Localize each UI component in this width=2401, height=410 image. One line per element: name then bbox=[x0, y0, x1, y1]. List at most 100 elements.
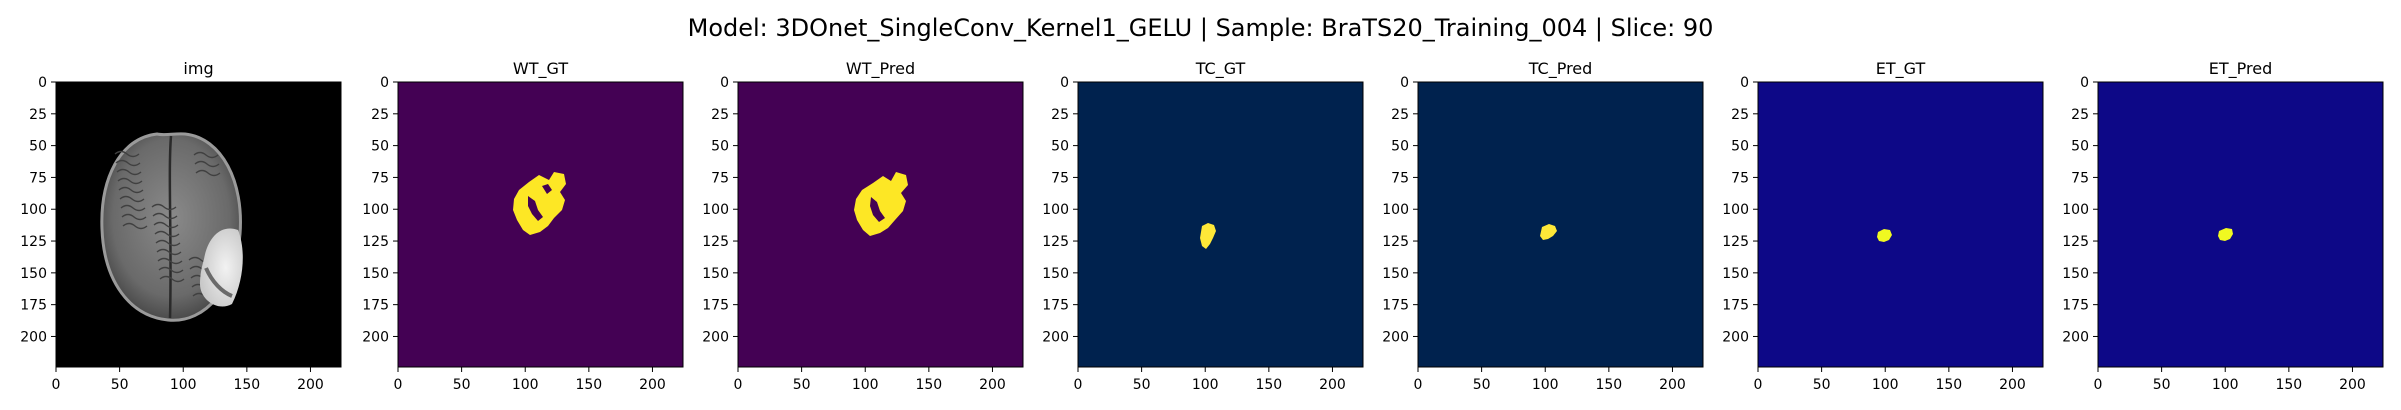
x-tick-label: 50 bbox=[111, 377, 129, 393]
x-tick-label: 200 bbox=[1319, 377, 1346, 393]
y-tick-label: 125 bbox=[362, 234, 389, 250]
brain-gyrus bbox=[122, 222, 148, 230]
y-tick-label: 25 bbox=[371, 107, 389, 123]
y-tick-label: 100 bbox=[1722, 202, 1749, 218]
x-tick-label: 50 bbox=[453, 377, 471, 393]
y-tick-label: 100 bbox=[2062, 202, 2089, 218]
x-tick-label: 150 bbox=[1935, 377, 1962, 393]
x-tick-label: 50 bbox=[1133, 377, 1151, 393]
panel-title: ET_Pred bbox=[2208, 59, 2273, 78]
y-tick-label: 125 bbox=[1042, 234, 1069, 250]
image-content bbox=[1078, 82, 1363, 367]
y-tick-label: 25 bbox=[1731, 107, 1749, 123]
brain-gyrus bbox=[121, 213, 147, 221]
y-tick-label: 25 bbox=[711, 107, 729, 123]
brain-gyrus bbox=[193, 151, 219, 159]
lesion-edge bbox=[204, 267, 233, 298]
mask-region bbox=[513, 172, 566, 235]
x-tick-label: 0 bbox=[1754, 377, 1763, 393]
y-tick-label: 50 bbox=[29, 139, 47, 155]
y-tick-label: 175 bbox=[1382, 298, 1409, 314]
y-tick-label: 0 bbox=[1740, 75, 1749, 91]
x-tick-label: 200 bbox=[1659, 377, 1686, 393]
image-content bbox=[1418, 82, 1703, 367]
y-tick-label: 125 bbox=[1382, 234, 1409, 250]
panel-wt-gt: WT_GT 0 25 50 75 100 125 150 175 200 0 50 100 150 200 bbox=[342, 54, 684, 394]
y-tick-label: 25 bbox=[1051, 107, 1069, 123]
mask-hole bbox=[542, 184, 552, 194]
brain-gyrus bbox=[118, 186, 144, 194]
y-tick-label: 50 bbox=[1391, 139, 1409, 155]
brain-gyrus bbox=[153, 221, 179, 229]
y-tick-label: 75 bbox=[1051, 170, 1069, 186]
y-tick-label: 150 bbox=[1382, 266, 1409, 282]
y-tick-label: 150 bbox=[1722, 266, 1749, 282]
axes-frame bbox=[737, 81, 1024, 368]
y-tick-label: 200 bbox=[1722, 329, 1749, 345]
image-content bbox=[56, 82, 341, 367]
x-tick-label: 100 bbox=[852, 377, 879, 393]
axes-frame bbox=[2097, 81, 2384, 368]
x-tick-label: 50 bbox=[1473, 377, 1491, 393]
axes-frame bbox=[1757, 81, 2044, 368]
panel-et-pred: ET_Pred 0 25 50 75 100 125 150 175 200 0 50 100 150 2… bbox=[2042, 54, 2384, 394]
y-tick-label: 150 bbox=[2062, 266, 2089, 282]
y-tick-label: 0 bbox=[2080, 75, 2089, 91]
x-tick-label: 0 bbox=[734, 377, 743, 393]
y-tick-label: 50 bbox=[711, 139, 729, 155]
x-tick-label: 150 bbox=[575, 377, 602, 393]
y-tick-label: 200 bbox=[362, 329, 389, 345]
y-tick-label: 50 bbox=[371, 139, 389, 155]
y-tick-label: 175 bbox=[702, 298, 729, 314]
y-tick-label: 75 bbox=[29, 170, 47, 186]
brain-gyrus bbox=[155, 239, 181, 247]
panel-et-gt: ET_GT 0 25 50 75 100 125 150 175 200 0 50 100 150 200 bbox=[1702, 54, 2044, 394]
image-content bbox=[1758, 82, 2043, 367]
brain-gyrus bbox=[116, 168, 142, 176]
x-tick-label: 150 bbox=[2275, 377, 2302, 393]
image-background bbox=[2098, 82, 2383, 367]
mask-region bbox=[1540, 224, 1557, 240]
image-content bbox=[738, 82, 1023, 367]
axes-et-gt: 0 25 50 75 100 125 150 175 200 0 50 100 150 200 bbox=[1722, 75, 2044, 393]
y-tick-label: 150 bbox=[702, 266, 729, 282]
axes-et-pred: 0 25 50 75 100 125 150 175 200 0 50 100 150 200 bbox=[2062, 75, 2384, 393]
y-tick-label: 150 bbox=[362, 266, 389, 282]
y-tick-label: 0 bbox=[380, 75, 389, 91]
y-tick-label: 175 bbox=[1042, 298, 1069, 314]
y-tick-label: 75 bbox=[711, 170, 729, 186]
x-tick-label: 200 bbox=[979, 377, 1006, 393]
x-tick-label: 0 bbox=[52, 377, 61, 393]
x-tick-label: 150 bbox=[1255, 377, 1282, 393]
x-tick-label: 100 bbox=[170, 377, 197, 393]
brain-gyrus bbox=[117, 177, 143, 185]
axes-tc-pred: 0 25 50 75 100 125 150 175 200 0 50 100 150 200 bbox=[1382, 75, 1704, 393]
axes-img: 0 25 50 75 100 125 150 175 200 0 50 100 150 200 bbox=[20, 75, 342, 393]
y-tick-label: 200 bbox=[20, 329, 47, 345]
x-tick-label: 0 bbox=[394, 377, 403, 393]
panel-img: img 0 25 50 75 100 125 150 175 200 0 50 100 150 200 bbox=[0, 54, 342, 394]
axes-wt-pred: 0 25 50 75 100 125 150 175 200 0 50 100 150 200 bbox=[702, 75, 1024, 393]
y-tick-label: 175 bbox=[2062, 298, 2089, 314]
x-tick-label: 100 bbox=[512, 377, 539, 393]
mask-region bbox=[854, 172, 908, 236]
x-tick-label: 50 bbox=[1813, 377, 1831, 393]
lesion-hyperintensity bbox=[200, 228, 243, 307]
y-tick-label: 175 bbox=[1722, 298, 1749, 314]
panel-title: TC_Pred bbox=[1528, 59, 1593, 78]
panel-title: TC_GT bbox=[1195, 59, 1246, 78]
x-tick-label: 0 bbox=[1074, 377, 1083, 393]
y-tick-label: 50 bbox=[1731, 139, 1749, 155]
y-tick-label: 25 bbox=[1391, 107, 1409, 123]
image-background bbox=[1758, 82, 2043, 367]
x-tick-label: 100 bbox=[1192, 377, 1219, 393]
panel-title: WT_Pred bbox=[845, 59, 916, 78]
brain-gyrus bbox=[120, 204, 146, 212]
x-tick-label: 150 bbox=[915, 377, 942, 393]
x-tick-label: 150 bbox=[1595, 377, 1622, 393]
brain-gyrus bbox=[159, 275, 185, 283]
x-tick-label: 200 bbox=[1999, 377, 2026, 393]
image-content bbox=[398, 82, 683, 367]
panel-title: WT_GT bbox=[512, 59, 569, 78]
x-tick-label: 100 bbox=[1872, 377, 1899, 393]
